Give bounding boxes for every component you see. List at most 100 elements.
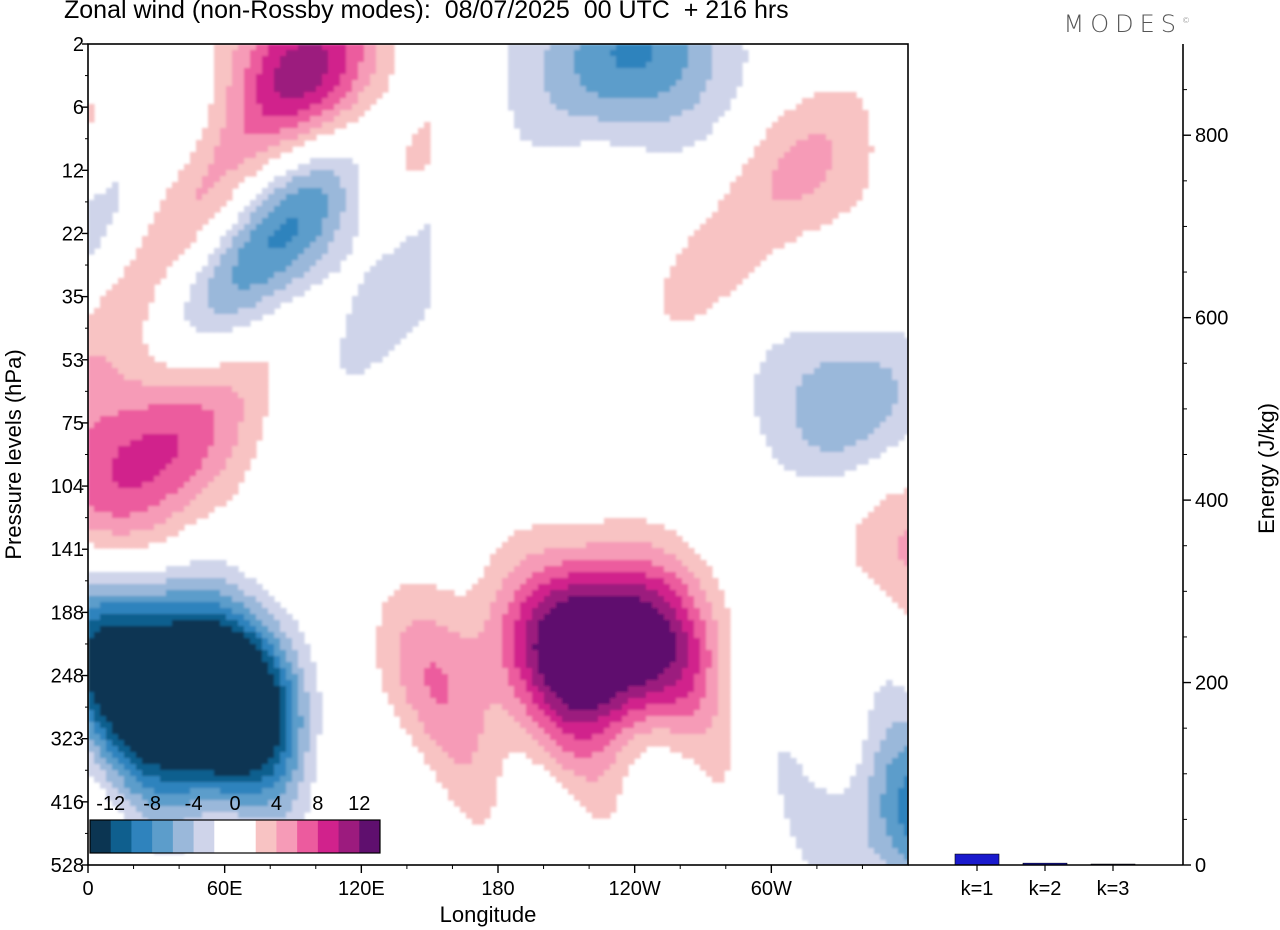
heatmap-cell (148, 638, 155, 645)
heatmap-cell (172, 758, 179, 765)
heatmap-cell (112, 740, 119, 747)
heatmap-cell (178, 776, 185, 783)
heatmap-cell (268, 116, 275, 123)
heatmap-cell (328, 188, 335, 195)
heatmap-cell (118, 446, 125, 453)
heatmap-cell (88, 368, 95, 375)
heatmap-cell (136, 320, 143, 327)
heatmap-cell (148, 710, 155, 717)
heatmap-cell (136, 422, 143, 429)
heatmap-cell (406, 248, 413, 255)
heatmap-cell (292, 626, 299, 633)
heatmap-cell (418, 272, 425, 279)
heatmap-cell (256, 146, 263, 153)
heatmap-cell (376, 326, 383, 333)
heatmap-cell (214, 314, 221, 321)
heatmap-cell (124, 812, 131, 819)
heatmap-cell (124, 692, 131, 699)
heatmap-cell (292, 806, 299, 813)
heatmap-cell (124, 392, 131, 399)
heatmap-cell (172, 248, 179, 255)
heatmap-cell (220, 176, 227, 183)
heatmap-cell (310, 56, 317, 63)
heatmap-cell (220, 410, 227, 417)
heatmap-cell (376, 308, 383, 315)
heatmap-cell (190, 788, 197, 795)
heatmap-cell (238, 740, 245, 747)
heatmap-cell (442, 686, 449, 693)
heatmap-cell (544, 626, 551, 633)
heatmap-cell (172, 254, 179, 261)
heatmap-cell (220, 614, 227, 621)
heatmap-cell (196, 392, 203, 399)
heatmap-cell (334, 110, 341, 117)
heatmap-cell (112, 302, 119, 309)
heatmap-cell (148, 230, 155, 237)
heatmap-cell (184, 176, 191, 183)
heatmap-cell (484, 590, 491, 597)
heatmap-cell (292, 680, 299, 687)
heatmap-cell (124, 722, 131, 729)
heatmap-cell (334, 62, 341, 69)
heatmap-cell (136, 746, 143, 753)
heatmap-cell (172, 764, 179, 771)
heatmap-cell (106, 752, 113, 759)
heatmap-cell (208, 722, 215, 729)
heatmap-cell (382, 44, 389, 51)
heatmap-cell (268, 110, 275, 117)
heatmap-cell (226, 668, 233, 675)
heatmap-cell (238, 248, 245, 255)
heatmap-cell (268, 146, 275, 153)
heatmap-cell (280, 188, 287, 195)
heatmap-cell (172, 524, 179, 531)
heatmap-cell (106, 602, 113, 609)
heatmap-cell (226, 56, 233, 63)
heatmap-cell (136, 284, 143, 291)
heatmap-cell (250, 266, 257, 273)
heatmap-cell (226, 260, 233, 267)
heatmap-cell (280, 116, 287, 123)
heatmap-cell (454, 722, 461, 729)
heatmap-cell (346, 50, 353, 57)
heatmap-cell (256, 596, 263, 603)
heatmap-cell (202, 668, 209, 675)
heatmap-cell (166, 188, 173, 195)
heatmap-cell (208, 128, 215, 135)
heatmap-cell (358, 86, 365, 93)
heatmap-cell (304, 134, 311, 141)
heatmap-cell (310, 260, 317, 267)
heatmap-cell (130, 356, 137, 363)
heatmap-cell (124, 572, 131, 579)
heatmap-cell (226, 50, 233, 57)
heatmap-cell (286, 614, 293, 621)
heatmap-cell (310, 728, 317, 735)
heatmap-cell (472, 584, 479, 591)
heatmap-cell (208, 746, 215, 753)
heatmap-cell (208, 416, 215, 423)
heatmap-cell (130, 506, 137, 513)
heatmap-cell (226, 608, 233, 615)
heatmap-cell (478, 818, 485, 825)
heatmap-cell (280, 770, 287, 777)
heatmap-cell (412, 686, 419, 693)
heatmap-cell (232, 296, 239, 303)
heatmap-cell (100, 314, 107, 321)
heatmap-cell (412, 656, 419, 663)
heatmap-cell (508, 686, 515, 693)
heatmap-cell (526, 548, 533, 555)
heatmap-cell (130, 764, 137, 771)
heatmap-cell (274, 110, 281, 117)
heatmap-cell (520, 680, 527, 687)
heatmap-cell (280, 236, 287, 243)
heatmap-cell (196, 668, 203, 675)
heatmap-cell (118, 692, 125, 699)
heatmap-cell (502, 578, 509, 585)
heatmap-cell (340, 248, 347, 255)
heatmap-cell (238, 458, 245, 465)
heatmap-cell (184, 200, 191, 207)
heatmap-cell (160, 800, 167, 807)
heatmap-cell (148, 362, 155, 369)
heatmap-cell (484, 662, 491, 669)
heatmap-cell (316, 128, 323, 135)
heatmap-cell (346, 212, 353, 219)
